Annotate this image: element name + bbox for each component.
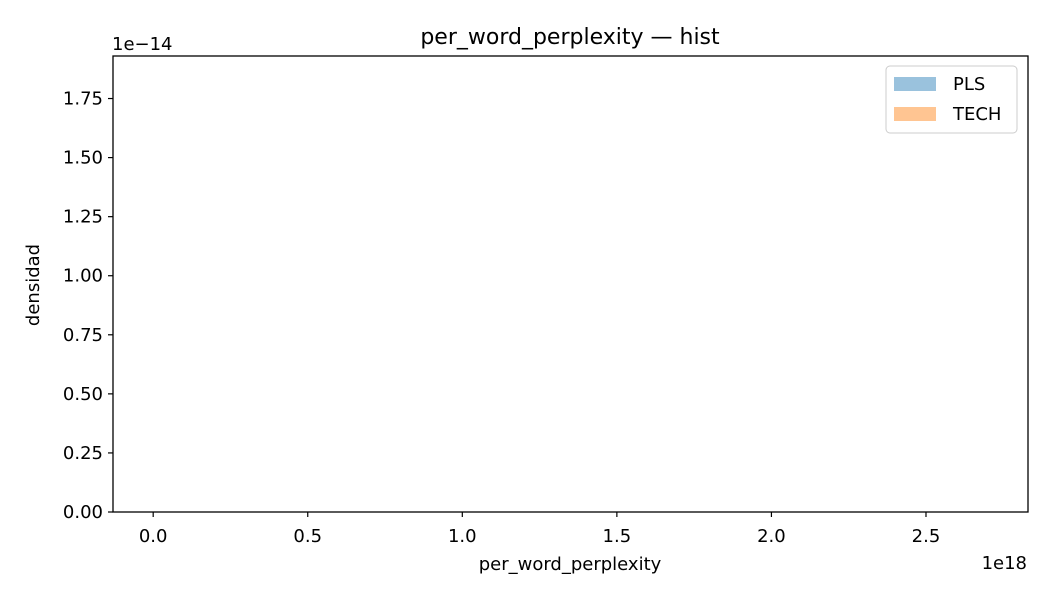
plot-frame bbox=[112, 55, 1029, 513]
y-axis: 0.00 0.25 0.50 0.75 1.00 1.25 1.50 1.75 bbox=[63, 89, 113, 523]
y-offset-label: 1e−14 bbox=[112, 34, 173, 55]
legend: PLS TECH bbox=[885, 65, 1018, 134]
legend-label-pls: PLS bbox=[953, 74, 985, 95]
y-tick-label: 1.00 bbox=[63, 266, 103, 287]
legend-box bbox=[885, 65, 1018, 134]
y-tick-label: 1.25 bbox=[63, 207, 103, 228]
x-axis-label: per_word_perplexity bbox=[479, 554, 662, 575]
x-tick-label: 1.5 bbox=[603, 526, 632, 547]
y-tick-label: 0.50 bbox=[63, 384, 103, 405]
legend-swatch-pls bbox=[894, 77, 936, 91]
x-tick-label: 0.0 bbox=[139, 526, 168, 547]
x-axis: 0.0 0.5 1.0 1.5 2.0 2.5 bbox=[139, 512, 940, 547]
x-tick-label: 2.0 bbox=[757, 526, 786, 547]
x-tick-label: 0.5 bbox=[293, 526, 322, 547]
y-tick-label: 1.75 bbox=[63, 89, 103, 110]
legend-label-tech: TECH bbox=[952, 104, 1001, 125]
y-tick-label: 1.50 bbox=[63, 148, 103, 169]
x-tick-label: 2.5 bbox=[912, 526, 941, 547]
y-tick-label: 0.25 bbox=[63, 443, 103, 464]
y-tick-label: 0.75 bbox=[63, 325, 103, 346]
y-axis-label: densidad bbox=[23, 244, 44, 326]
x-tick-label: 1.0 bbox=[448, 526, 477, 547]
legend-swatch-tech bbox=[894, 107, 936, 121]
x-offset-label: 1e18 bbox=[982, 553, 1027, 574]
y-tick-label: 0.00 bbox=[63, 502, 103, 523]
chart-title: per_word_perplexity — hist bbox=[420, 25, 720, 50]
